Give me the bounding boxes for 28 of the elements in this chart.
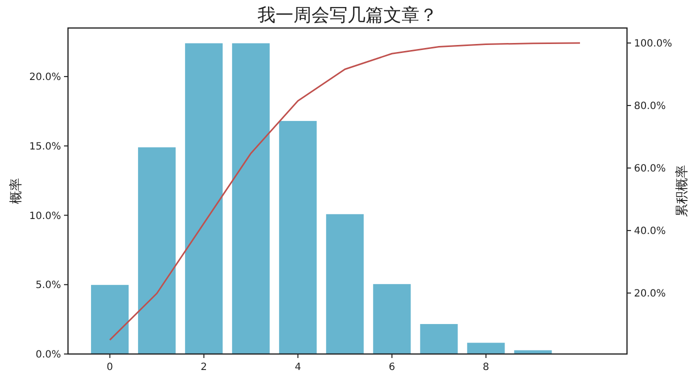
x-tick-label: 8 bbox=[482, 362, 490, 373]
x-tick-label: 4 bbox=[294, 362, 302, 373]
y-tick-label: 5.0% bbox=[36, 280, 61, 292]
bar bbox=[420, 324, 458, 354]
y2-tick-label: 20.0% bbox=[634, 288, 666, 300]
bar bbox=[232, 43, 270, 354]
y-tick-label: 15.0% bbox=[29, 141, 61, 152]
chart-title: 我一周会写几篇文章？ bbox=[258, 5, 438, 26]
y-tick-label: 20.0% bbox=[29, 72, 61, 84]
bar bbox=[326, 214, 364, 354]
line-series bbox=[109, 42, 581, 341]
bar bbox=[185, 43, 223, 354]
y2-tick-label: 60.0% bbox=[634, 164, 666, 175]
x-tick-label: 6 bbox=[388, 362, 396, 373]
y-tick-label: 10.0% bbox=[29, 210, 61, 222]
bar bbox=[373, 284, 411, 354]
bar bbox=[467, 342, 505, 354]
x-tick-label: 2 bbox=[200, 362, 208, 373]
y-axis-title: 概率 bbox=[8, 178, 24, 204]
x-tick-label: 0 bbox=[106, 362, 114, 373]
y2-tick-label: 100.0% bbox=[634, 38, 672, 50]
bar bbox=[91, 284, 129, 354]
bar bbox=[138, 147, 176, 354]
bar bbox=[279, 120, 317, 354]
y2-tick-label: 80.0% bbox=[634, 101, 666, 112]
y-tick-label: 0.0% bbox=[36, 350, 61, 360]
y2-axis-title: 累积概率 bbox=[674, 165, 690, 217]
y2-tick-label: 40.0% bbox=[634, 226, 666, 238]
